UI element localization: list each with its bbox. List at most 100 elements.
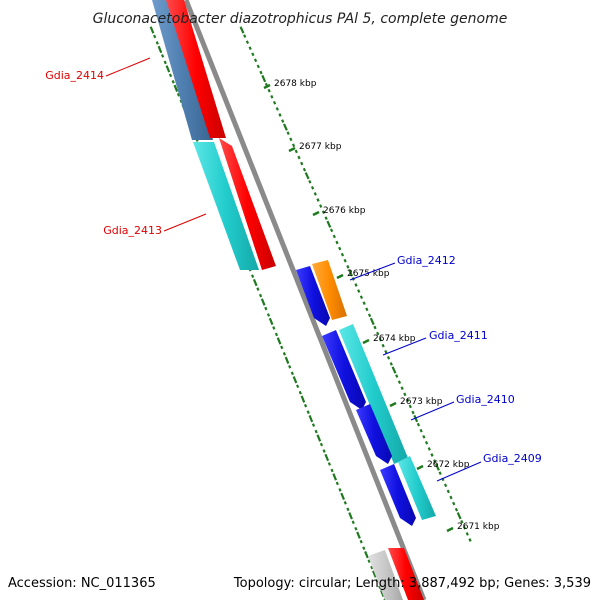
ring-dot	[375, 578, 379, 583]
ring-dot	[378, 337, 383, 342]
ring-dot	[413, 414, 419, 423]
kbp-tick-mark	[362, 338, 370, 345]
gene-feature-red-upper[interactable]	[166, 0, 226, 138]
ring-dot	[424, 441, 429, 445]
ring-dot	[370, 565, 374, 570]
ring-dot	[153, 34, 157, 39]
ring-dot	[389, 362, 393, 366]
kbp-label: 2676 kbp	[323, 206, 366, 216]
ring-dot	[324, 216, 328, 221]
ring-dot	[253, 58, 258, 63]
ring-dot	[239, 26, 245, 34]
ring-dot	[329, 228, 334, 233]
ring-dot	[149, 26, 155, 34]
ring-dot	[278, 113, 282, 117]
ring-dot	[400, 386, 404, 391]
kbp-tick-mark	[312, 210, 320, 217]
gene-feature-gdia-2411[interactable]	[339, 324, 408, 464]
ring-dot	[433, 459, 437, 463]
ring-dot	[259, 70, 263, 75]
ring-dot	[419, 428, 423, 433]
ring-dot	[452, 501, 456, 506]
ring-dot	[354, 283, 358, 287]
gene-feature-red-bottom[interactable]	[388, 548, 424, 600]
ring-dot	[346, 507, 350, 512]
ring-dot	[251, 52, 255, 57]
gene-feature-gdia-2413[interactable]	[193, 142, 259, 270]
ring-dot	[351, 520, 355, 525]
ring-dot	[322, 449, 326, 453]
inner-tick-ring	[239, 26, 472, 542]
ring-dot	[300, 395, 306, 403]
gene-label-gdia-2409[interactable]: Gdia_2409	[483, 452, 542, 465]
ring-dot	[321, 210, 326, 214]
ring-dot	[268, 317, 274, 326]
kbp-label: 2674 kbp	[373, 334, 416, 344]
ring-dot	[359, 539, 363, 544]
ring-dot	[367, 559, 371, 563]
ring-dot	[372, 570, 377, 578]
ring-dot	[304, 172, 310, 180]
ring-dot	[258, 293, 263, 298]
ring-dot	[434, 463, 440, 471]
gene-label-gdia-2411[interactable]: Gdia_2411	[429, 329, 488, 342]
ring-dot	[327, 462, 331, 466]
ring-dot	[276, 337, 282, 345]
ring-dot	[356, 531, 361, 539]
gene-feature-blue-1[interactable]	[296, 266, 330, 326]
gene-feature-gdia-2410[interactable]	[356, 404, 392, 464]
gene-label-gdia-2413[interactable]: Gdia_2413	[103, 224, 162, 237]
gene-label-gdia-2414[interactable]: Gdia_2414	[45, 69, 104, 82]
ring-dot	[357, 289, 361, 293]
gene-label-gdia-2412[interactable]: Gdia_2412	[397, 254, 456, 267]
ring-dot	[272, 326, 276, 330]
ring-dot	[332, 234, 336, 239]
gene-feature-blue-2[interactable]	[322, 330, 366, 410]
ring-dot	[397, 380, 402, 384]
kbp-label: 2672 kbp	[427, 460, 470, 470]
ring-dot	[343, 258, 347, 263]
ring-dot	[468, 538, 472, 542]
ring-dot	[319, 204, 323, 208]
ring-dot	[294, 149, 298, 154]
ring-dot	[274, 332, 279, 337]
ring-dot	[335, 481, 339, 486]
ring-dot	[300, 161, 304, 166]
ring-dot	[359, 295, 364, 299]
ring-dot	[316, 434, 322, 442]
ring-dot	[348, 269, 354, 277]
gene-feature-gdia-2409[interactable]	[398, 456, 436, 520]
ring-dot	[289, 137, 293, 142]
ring-dot	[282, 352, 286, 356]
ring-dot	[346, 264, 350, 269]
reverse-strand-features	[296, 260, 436, 526]
ring-dot	[443, 483, 448, 488]
ring-dot	[405, 398, 410, 403]
ring-dot	[251, 274, 255, 278]
ring-dot	[384, 349, 388, 354]
gene-label-gdia-2410[interactable]: Gdia_2410	[456, 393, 515, 406]
kbp-tick-mark	[336, 273, 344, 280]
kbp-label: 2677 kbp	[299, 142, 342, 152]
gene-feature-red-lower[interactable]	[219, 138, 276, 270]
ring-dot	[332, 473, 338, 481]
ring-dot	[298, 390, 302, 395]
ring-dot	[282, 123, 288, 131]
ring-dot	[408, 404, 412, 409]
ring-dot	[462, 526, 467, 530]
ring-dot	[365, 307, 369, 312]
gene-feature-gray-bottom[interactable]	[368, 550, 403, 600]
ring-dot	[260, 298, 266, 306]
ring-dot	[369, 317, 375, 326]
ring-dot	[316, 198, 320, 202]
gene-feature-gdia-2414[interactable]	[152, 0, 213, 140]
ring-dot	[326, 220, 332, 228]
gene-feature-gdia-2412[interactable]	[312, 260, 347, 320]
ring-dot	[161, 54, 165, 58]
ring-dot	[275, 107, 279, 111]
ring-dot	[438, 471, 442, 476]
ring-dot	[313, 192, 317, 196]
ring-dot	[362, 301, 366, 306]
gene-feature-blue-3[interactable]	[380, 464, 416, 526]
